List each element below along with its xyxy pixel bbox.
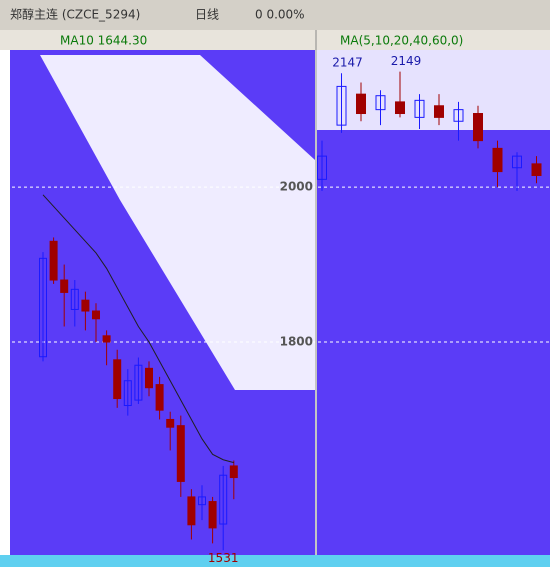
candle-body (187, 496, 196, 526)
candle-body (414, 99, 425, 118)
candle-body (39, 257, 47, 358)
change: 0 0.00% (255, 8, 305, 22)
ma-legend: MA10 1644.30 (60, 34, 147, 48)
candle-body (208, 501, 217, 529)
candle-body (92, 310, 100, 320)
candle-body (434, 105, 444, 118)
high-label: 2147 (332, 56, 363, 70)
low-label: 1531 (208, 551, 239, 565)
candle-body (512, 155, 522, 169)
panel (317, 50, 550, 555)
candle-body (219, 474, 228, 525)
candle-body (60, 279, 69, 293)
candle-body (49, 240, 58, 281)
candle-body (123, 380, 132, 407)
title-bar (0, 0, 550, 30)
high-label: 2149 (391, 54, 422, 68)
candle-body (81, 299, 90, 312)
candle-body (155, 384, 164, 411)
candle-body (531, 163, 542, 176)
candle-body (198, 496, 206, 506)
candle-body (492, 147, 503, 173)
candle-body (176, 425, 185, 482)
overlay (317, 50, 550, 130)
bottom-bar (0, 555, 550, 567)
candle-body (317, 155, 327, 180)
y-tick-label: 1800 (280, 335, 313, 349)
candle-body (70, 288, 79, 310)
y-tick-label: 2000 (280, 180, 313, 194)
candle-body (375, 95, 386, 111)
candle-body (336, 85, 347, 126)
candle-body (113, 359, 122, 400)
candle-body (134, 364, 143, 401)
legend-bar (0, 30, 550, 50)
candle-body (395, 101, 405, 115)
candle-body (453, 109, 464, 122)
candle-body (473, 113, 483, 142)
candle-body (102, 335, 111, 343)
candle-body (166, 418, 175, 428)
ma-legend: MA(5,10,20,40,60,0) (340, 34, 463, 48)
candle-body (356, 93, 366, 115)
ma-line (42, 194, 234, 464)
period[interactable]: 日线 (195, 8, 219, 22)
title: 郑醇主连 (CZCE_5294) (10, 7, 140, 22)
candle-body (145, 367, 153, 389)
candle-body (229, 465, 238, 479)
overlay (40, 55, 315, 390)
